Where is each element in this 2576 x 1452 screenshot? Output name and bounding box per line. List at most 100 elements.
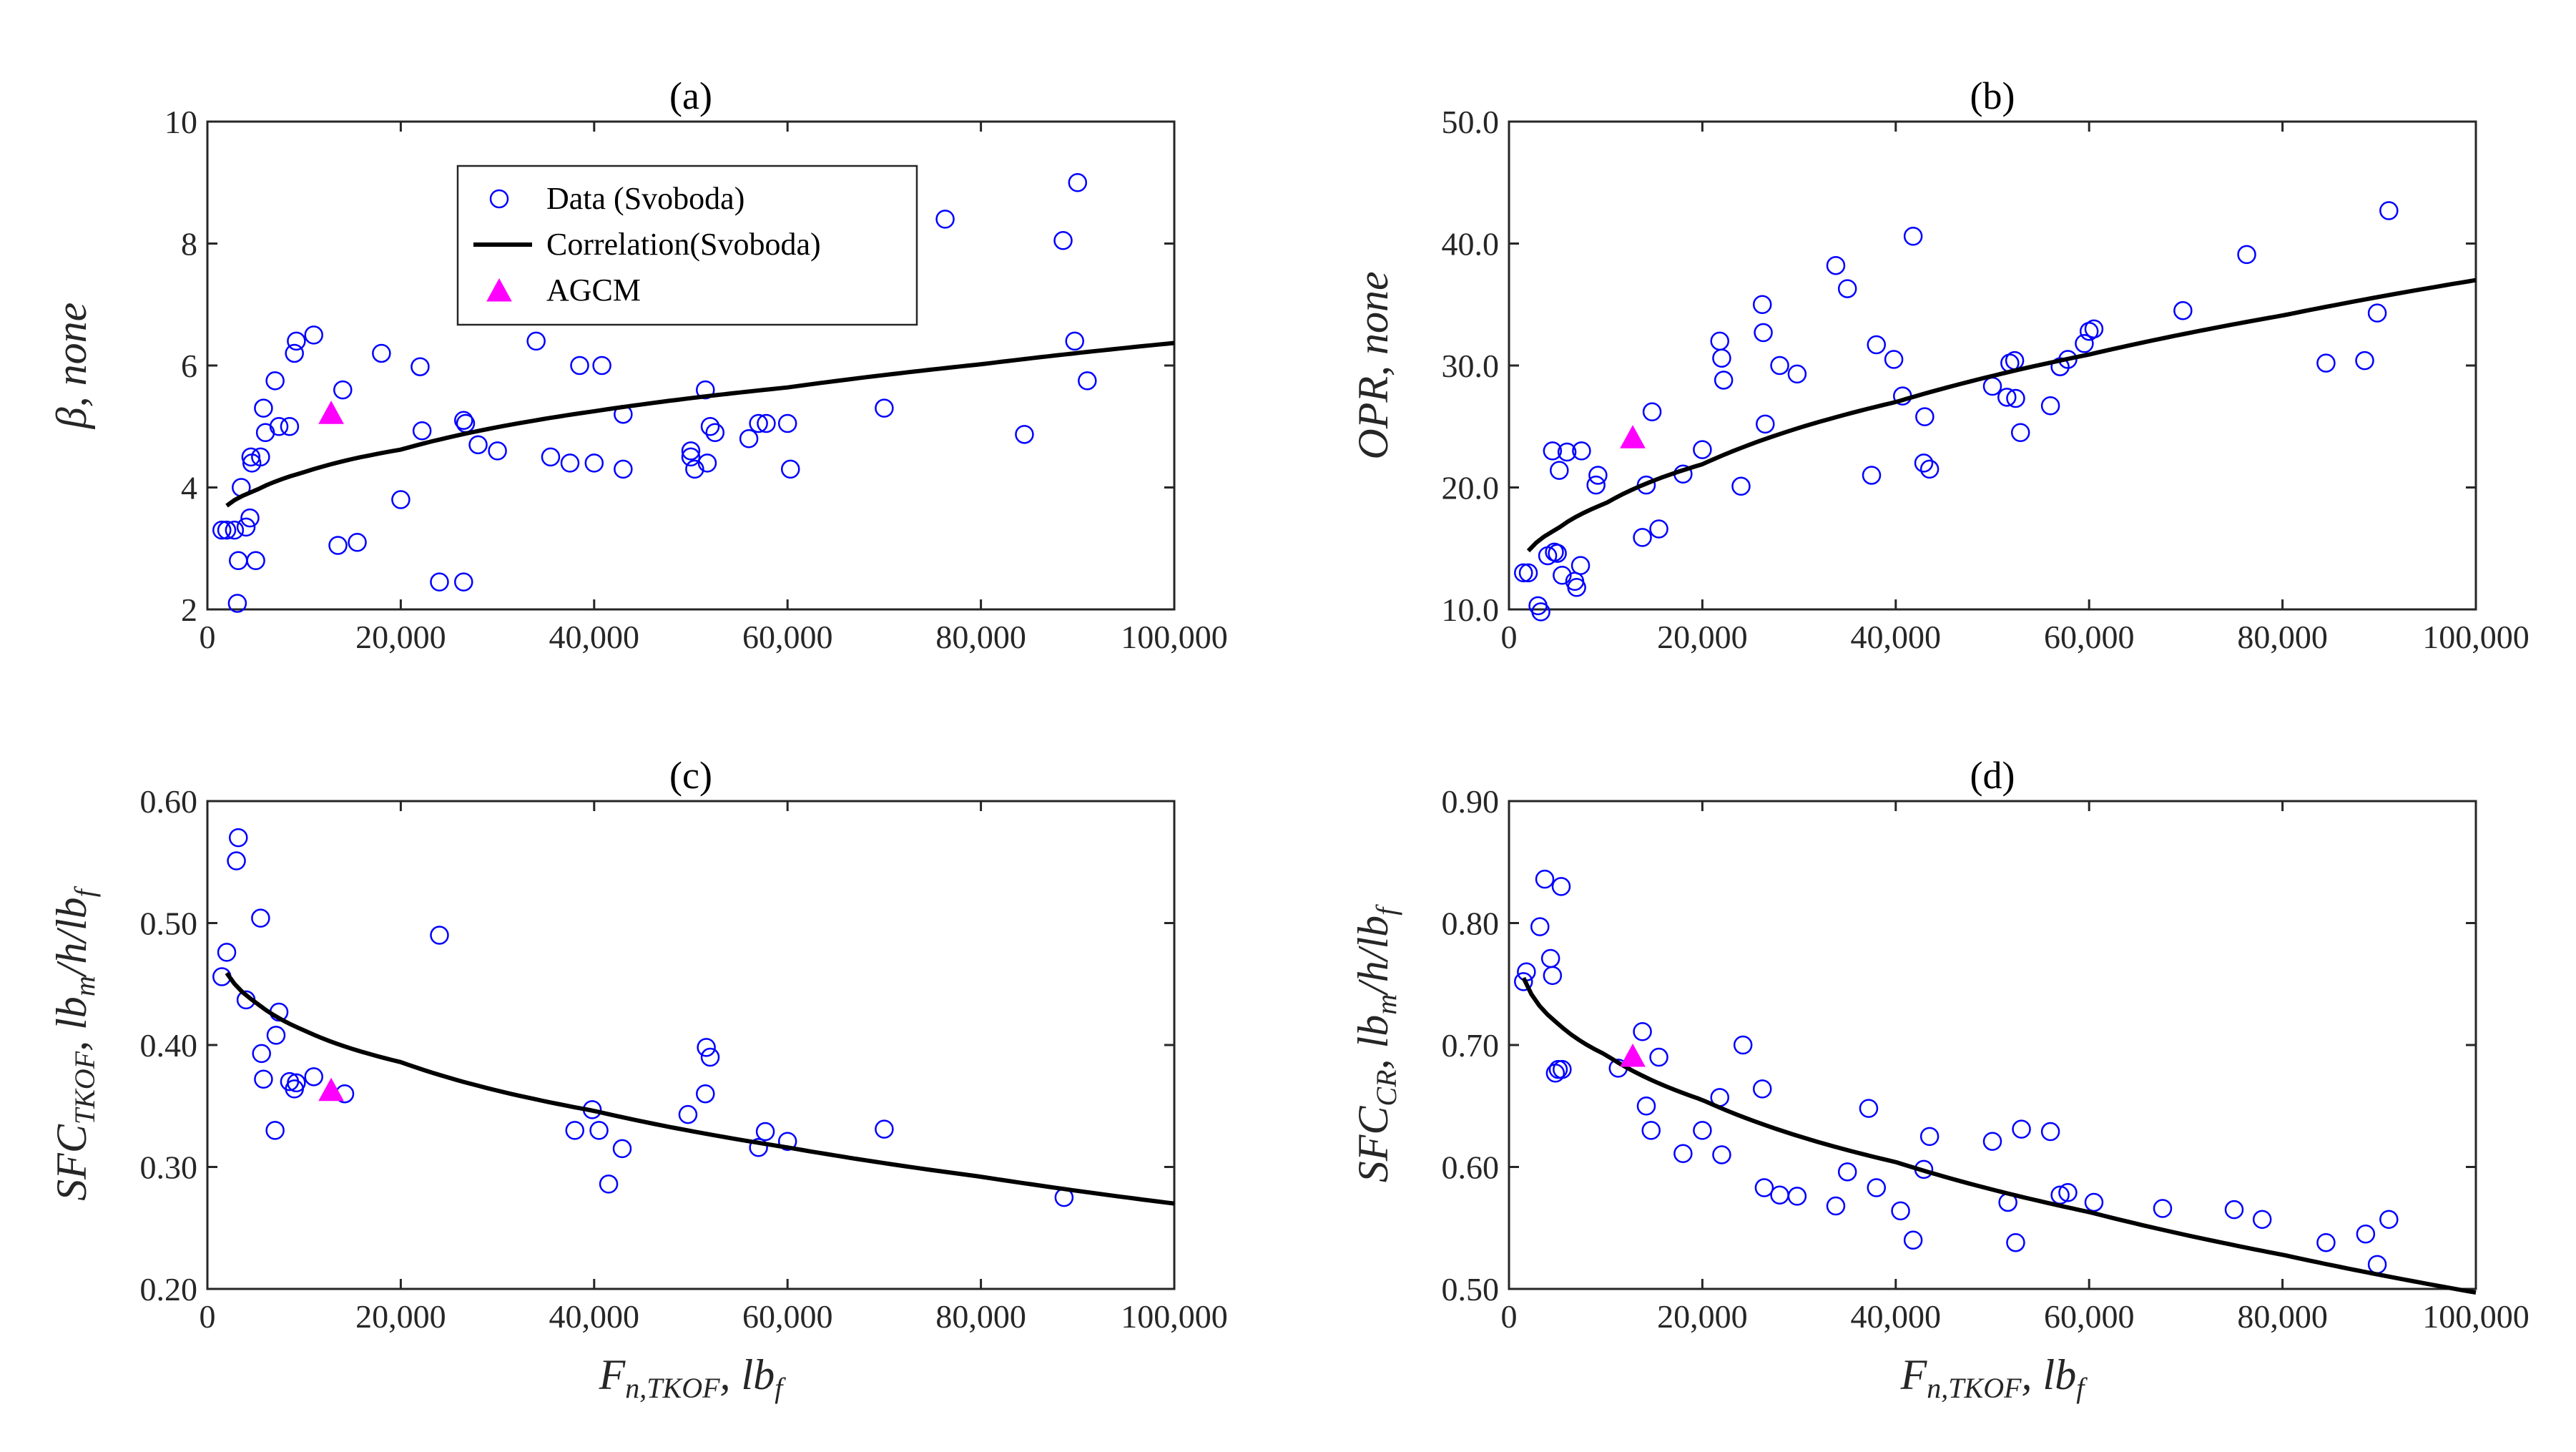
data-point bbox=[614, 459, 633, 479]
data-point bbox=[777, 1132, 797, 1151]
data-point bbox=[304, 1067, 323, 1086]
y-label-subscript: CR bbox=[1370, 1069, 1402, 1106]
data-point bbox=[935, 210, 955, 229]
y-tick-label: 0.60 bbox=[140, 783, 198, 820]
x-axis-label: Fn,TKOF, lbf bbox=[599, 1351, 787, 1404]
data-point bbox=[612, 1139, 632, 1159]
data-point bbox=[2010, 423, 2030, 443]
y-axis-label: β, none bbox=[48, 303, 95, 430]
data-point bbox=[430, 926, 449, 945]
x-label-subscript: n,TKOF bbox=[625, 1372, 720, 1404]
data-point bbox=[251, 447, 270, 467]
legend-label-correlation: Correlation(Svoboda) bbox=[546, 227, 821, 262]
x-tick-label: 20,000 bbox=[1657, 619, 1748, 655]
data-point bbox=[685, 459, 704, 479]
data-point bbox=[1572, 441, 1591, 461]
data-point bbox=[2316, 1232, 2336, 1252]
y-tick-label: 8 bbox=[181, 226, 197, 263]
legend-box bbox=[456, 165, 918, 326]
data-point bbox=[700, 417, 720, 436]
panel-a: 0 20,000 40,000 60,000 80,000 100,000 2 4 6 8 10 (a… bbox=[48, 74, 1228, 655]
data-point bbox=[1714, 371, 1734, 390]
data-point bbox=[391, 490, 411, 509]
y-tick-label: 30.0 bbox=[1442, 348, 1500, 384]
y-label-main: OPR, none bbox=[1350, 271, 1397, 459]
data-point bbox=[1514, 972, 1533, 991]
data-point bbox=[1518, 563, 1538, 583]
data-point bbox=[1535, 869, 1555, 889]
x-tick-label: 0 bbox=[1501, 619, 1518, 655]
y-label-tail2: /h/lb bbox=[1350, 916, 1397, 996]
data-point bbox=[749, 1137, 768, 1157]
data-point bbox=[454, 411, 473, 430]
y-tick-label: 0.90 bbox=[1442, 783, 1500, 820]
data-point bbox=[1787, 1187, 1807, 1206]
data-point bbox=[2356, 1225, 2376, 1244]
data-point bbox=[2040, 396, 2060, 416]
agcm-point bbox=[1620, 1044, 1646, 1067]
data-point bbox=[1673, 1144, 1693, 1163]
data-point bbox=[1859, 1099, 1879, 1118]
data-point bbox=[1065, 331, 1084, 351]
x-tick-label: 20,000 bbox=[355, 1298, 446, 1335]
data-point bbox=[526, 331, 546, 351]
correlation-line bbox=[1521, 976, 2477, 1295]
data-point bbox=[1914, 453, 1934, 473]
panel-title: (c) bbox=[669, 754, 712, 797]
y-tick-label: 10.0 bbox=[1442, 592, 1500, 628]
y-tick-label: 6 bbox=[181, 348, 197, 384]
data-point bbox=[1826, 1196, 1846, 1216]
data-point bbox=[757, 413, 776, 433]
data-point bbox=[2012, 1119, 2031, 1139]
legend-label-agcm: AGCM bbox=[546, 273, 641, 308]
legend-marker-data bbox=[489, 189, 509, 209]
y-axis-label: OPR, none bbox=[1350, 271, 1397, 459]
data-point bbox=[241, 447, 261, 467]
data-point bbox=[1754, 323, 1773, 343]
data-point bbox=[2379, 201, 2399, 220]
data-point bbox=[227, 851, 246, 870]
data-point bbox=[1693, 440, 1712, 459]
data-point bbox=[1862, 466, 1882, 485]
data-point bbox=[265, 371, 285, 391]
data-point bbox=[212, 520, 232, 540]
data-point bbox=[2084, 1192, 2104, 1212]
x-tick-label: 60,000 bbox=[742, 619, 833, 655]
data-point bbox=[570, 355, 589, 376]
data-point bbox=[777, 413, 797, 433]
data-point bbox=[1770, 355, 1789, 376]
y-tick-label: 10 bbox=[164, 104, 197, 140]
x-tick-label: 0 bbox=[1501, 1298, 1518, 1335]
data-point bbox=[454, 572, 473, 592]
x-tick-label: 80,000 bbox=[2237, 1298, 2328, 1335]
y-tick-label: 2 bbox=[181, 592, 197, 628]
data-point bbox=[2379, 1210, 2399, 1230]
data-point bbox=[2075, 334, 2094, 353]
data-point bbox=[781, 459, 800, 479]
data-point bbox=[560, 453, 580, 473]
data-point bbox=[700, 1047, 720, 1067]
data-point bbox=[599, 1174, 619, 1194]
y-axis-label: SFCCR, lbm/h/lbf bbox=[1350, 904, 1402, 1182]
y-tick-label: 0.70 bbox=[1442, 1027, 1500, 1064]
data-point bbox=[266, 1026, 286, 1045]
data-point bbox=[705, 423, 725, 443]
data-point bbox=[254, 1069, 273, 1089]
data-point bbox=[1649, 1047, 1668, 1067]
legend-label-data: Data (Svoboda) bbox=[546, 181, 744, 216]
data-point bbox=[240, 508, 260, 528]
data-point bbox=[2006, 1232, 2025, 1252]
data-point bbox=[749, 413, 768, 433]
data-point bbox=[1982, 1132, 2002, 1151]
data-point bbox=[678, 1104, 698, 1124]
panel-title: (a) bbox=[669, 74, 712, 117]
data-point bbox=[1548, 544, 1567, 563]
y-tick-label: 0.40 bbox=[140, 1027, 198, 1064]
correlation-line bbox=[225, 971, 1175, 1206]
data-point bbox=[333, 380, 353, 400]
data-point bbox=[1837, 1162, 1857, 1182]
y-label-main: β, none bbox=[48, 303, 95, 430]
data-point bbox=[225, 520, 245, 540]
data-point bbox=[217, 520, 237, 540]
x-tick-label: 40,000 bbox=[1851, 1298, 1942, 1335]
